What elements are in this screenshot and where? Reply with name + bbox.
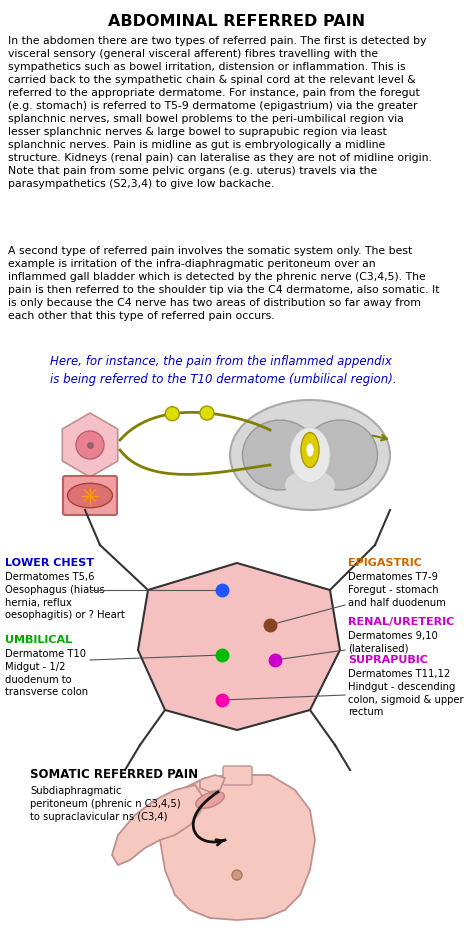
- Polygon shape: [138, 563, 340, 730]
- Ellipse shape: [230, 400, 390, 510]
- Ellipse shape: [301, 433, 319, 468]
- Text: Subdiaphragmatic
peritoneum (phrenic n C3,4,5)
to supraclavicular ns (C3,4): Subdiaphragmatic peritoneum (phrenic n C…: [30, 786, 181, 822]
- Polygon shape: [112, 785, 205, 865]
- Circle shape: [232, 870, 242, 880]
- Text: In the abdomen there are two types of referred pain. The first is detected by
vi: In the abdomen there are two types of re…: [8, 36, 432, 189]
- Polygon shape: [160, 775, 315, 920]
- FancyBboxPatch shape: [63, 476, 117, 515]
- Circle shape: [76, 431, 104, 459]
- Text: Dermatome T10
Midgut - 1/2
duodenum to
transverse colon: Dermatome T10 Midgut - 1/2 duodenum to t…: [5, 649, 88, 697]
- Polygon shape: [62, 413, 118, 477]
- Ellipse shape: [290, 427, 330, 483]
- Ellipse shape: [302, 420, 377, 490]
- Text: Dermatomes 9,10
(lateralised): Dermatomes 9,10 (lateralised): [348, 631, 438, 654]
- Text: ABDOMINAL REFERRED PAIN: ABDOMINAL REFERRED PAIN: [109, 14, 365, 29]
- Text: SOMATIC REFERRED PAIN: SOMATIC REFERRED PAIN: [30, 768, 198, 781]
- Text: Dermatomes T5,6
Oesophagus (hiatus
hernia, reflux
oesophagitis) or ? Heart: Dermatomes T5,6 Oesophagus (hiatus herni…: [5, 572, 125, 620]
- Ellipse shape: [67, 484, 112, 508]
- Text: SUPRAPUBIC: SUPRAPUBIC: [348, 655, 428, 665]
- Text: EPIGASTRIC: EPIGASTRIC: [348, 558, 422, 568]
- Text: A second type of referred pain involves the somatic system only. The best
exampl: A second type of referred pain involves …: [8, 246, 439, 321]
- Text: Here, for instance, the pain from the inflammed appendix
is being referred to th: Here, for instance, the pain from the in…: [50, 355, 397, 386]
- Circle shape: [200, 407, 214, 420]
- Ellipse shape: [306, 443, 314, 457]
- Text: Dermatomes T11,12
Hindgut - descending
colon, sigmoid & upper
rectum: Dermatomes T11,12 Hindgut - descending c…: [348, 669, 464, 717]
- Ellipse shape: [196, 791, 224, 808]
- Ellipse shape: [285, 470, 335, 500]
- Text: UMBILICAL: UMBILICAL: [5, 635, 72, 645]
- Text: RENAL/URETERIC: RENAL/URETERIC: [348, 617, 454, 627]
- Polygon shape: [200, 775, 225, 792]
- FancyBboxPatch shape: [223, 766, 252, 785]
- Text: LOWER CHEST: LOWER CHEST: [5, 558, 94, 568]
- Text: Dermatomes T7-9
Foregut - stomach
and half duodenum: Dermatomes T7-9 Foregut - stomach and ha…: [348, 572, 446, 608]
- Circle shape: [165, 407, 179, 421]
- Ellipse shape: [243, 420, 318, 490]
